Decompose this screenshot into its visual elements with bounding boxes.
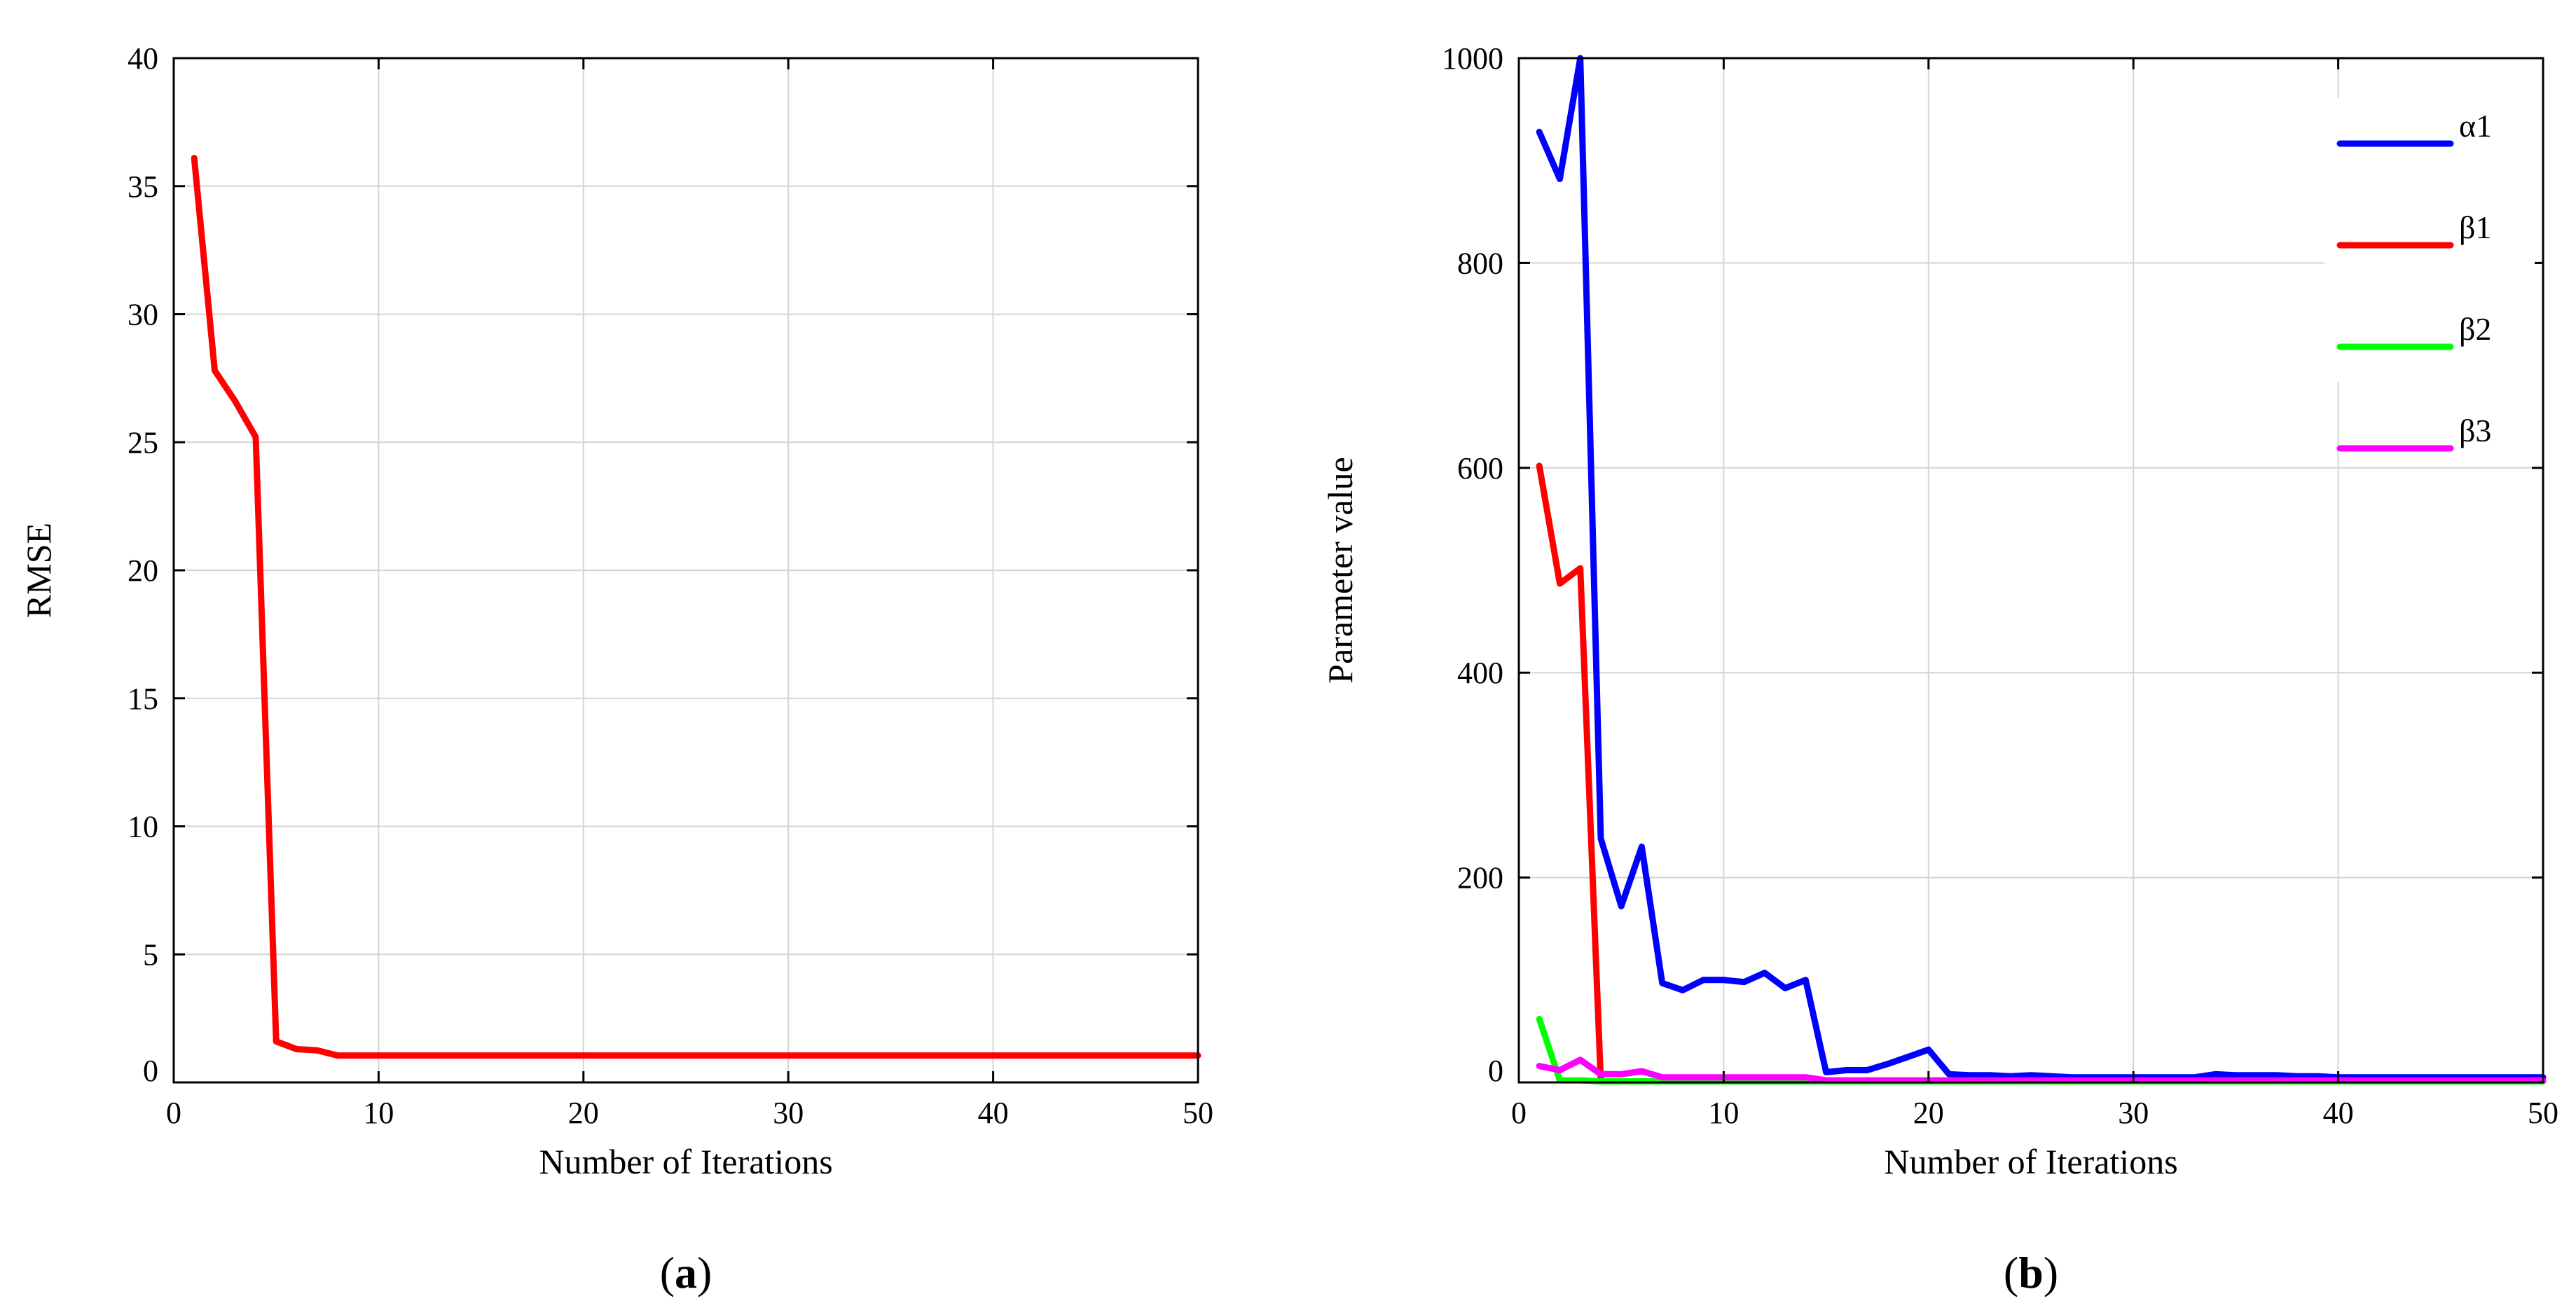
legend-label: β3 [2459, 413, 2491, 448]
chart-panel-b: 0 10 20 30 40 50 0 200 400 600 800 1000 Number of It… [1321, 41, 2558, 1297]
series-line-rmse [191, 155, 1201, 1059]
x-tick-label: 30 [773, 1096, 804, 1130]
x-tick-label: 30 [2118, 1096, 2149, 1130]
panel-paren-open: ( [660, 1248, 675, 1297]
panel-caption: (a) [660, 1248, 712, 1297]
x-tick-label: 20 [1913, 1096, 1944, 1130]
y-tick-label: 40 [128, 41, 158, 76]
y-axis-label: Parameter value [1321, 457, 1360, 683]
x-tick-label: 50 [2528, 1096, 2558, 1130]
y-tick-label: 35 [128, 170, 158, 204]
panel-paren-close: ) [697, 1248, 712, 1297]
x-tick-label: 10 [363, 1096, 394, 1130]
x-axis-label: Number of Iterations [1884, 1142, 2177, 1181]
panel-letter: b [2018, 1248, 2044, 1297]
series-line-series-3 [1536, 1056, 2547, 1084]
y-tick-label: 20 [128, 553, 158, 588]
x-tick-label: 40 [2323, 1096, 2354, 1130]
legend-label: β1 [2459, 209, 2491, 245]
y-tick-label: 25 [128, 425, 158, 460]
x-tick-label: 20 [568, 1096, 599, 1130]
x-tick-label: 10 [1708, 1096, 1739, 1130]
y-tick-label: 600 [1457, 451, 1503, 486]
x-tick-label: 50 [1183, 1096, 1213, 1130]
y-tick-label: 10 [128, 810, 158, 844]
panel-paren-open: ( [2004, 1248, 2018, 1297]
panel-letter: a [675, 1248, 697, 1297]
x-tick-label: 40 [978, 1096, 1009, 1130]
x-axis-label: Number of Iterations [539, 1142, 832, 1181]
y-tick-label: 200 [1457, 861, 1503, 895]
panel-paren-close: ) [2044, 1248, 2058, 1297]
x-tick-label: 0 [1511, 1096, 1527, 1130]
y-tick-label: 30 [128, 298, 158, 332]
y-tick-label: 0 [1488, 1054, 1503, 1088]
y-axis-label: RMSE [19, 523, 58, 618]
legend-label: β2 [2459, 311, 2491, 347]
legend-label: α1 [2459, 108, 2492, 144]
y-tick-label: 400 [1457, 656, 1503, 690]
series-line-series-2 [1536, 1015, 2547, 1085]
chart-panel-a: 0 10 20 30 40 50 0 5 10 15 20 25 30 35 40 Number of Ite… [19, 41, 1213, 1297]
y-tick-label: 1000 [1442, 41, 1503, 76]
y-tick-label: 0 [143, 1054, 158, 1088]
panel-caption: (b) [2004, 1248, 2058, 1297]
y-tick-label: 5 [143, 937, 158, 972]
plot-frame [1517, 57, 2544, 1084]
x-tick-label: 0 [166, 1096, 181, 1130]
y-tick-label: 15 [128, 682, 158, 716]
y-tick-label: 800 [1457, 246, 1503, 280]
